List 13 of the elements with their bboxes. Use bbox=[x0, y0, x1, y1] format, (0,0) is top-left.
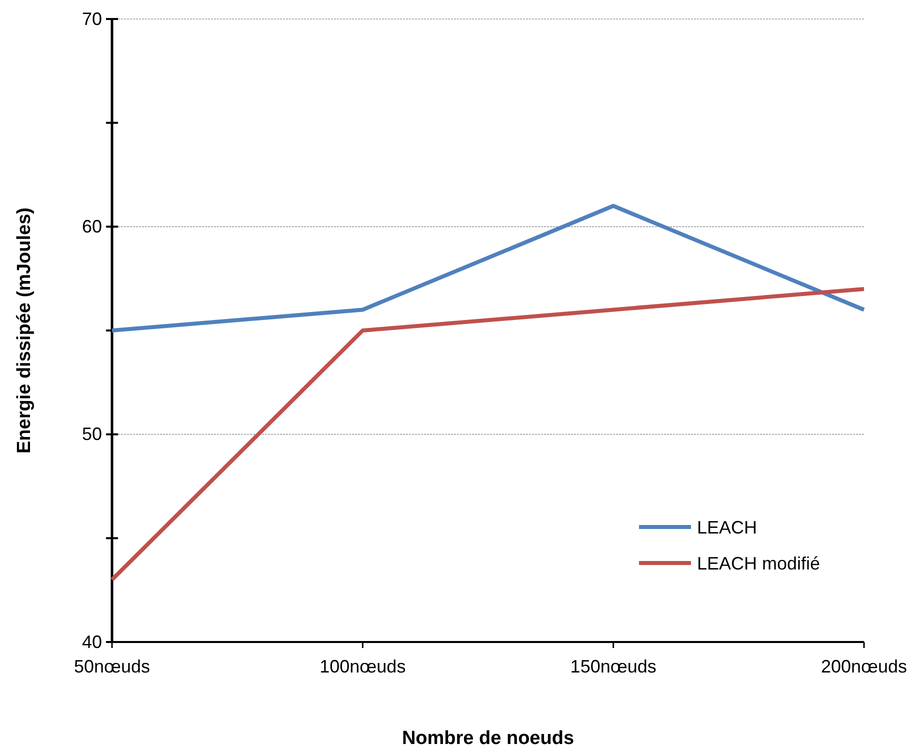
x-tick-label: 150nœuds bbox=[570, 656, 656, 677]
legend-label: LEACH modifié bbox=[697, 553, 820, 574]
y-tick-label: 40 bbox=[82, 632, 102, 652]
x-tick-label: 200nœuds bbox=[820, 656, 908, 677]
y-tick-label: 60 bbox=[82, 216, 102, 236]
x-axis-title: Nombre de noeuds bbox=[402, 728, 574, 749]
y-tick-label: 50 bbox=[82, 424, 102, 444]
legend-label: LEACH bbox=[697, 517, 758, 538]
y-axis-title: Energie dissipée (mJoules) bbox=[14, 207, 35, 454]
x-tick-label: 50nœuds bbox=[74, 656, 150, 677]
x-tick-label: 100nœuds bbox=[320, 656, 406, 677]
y-tick-label: 70 bbox=[82, 8, 102, 29]
line-series bbox=[110, 286, 866, 582]
